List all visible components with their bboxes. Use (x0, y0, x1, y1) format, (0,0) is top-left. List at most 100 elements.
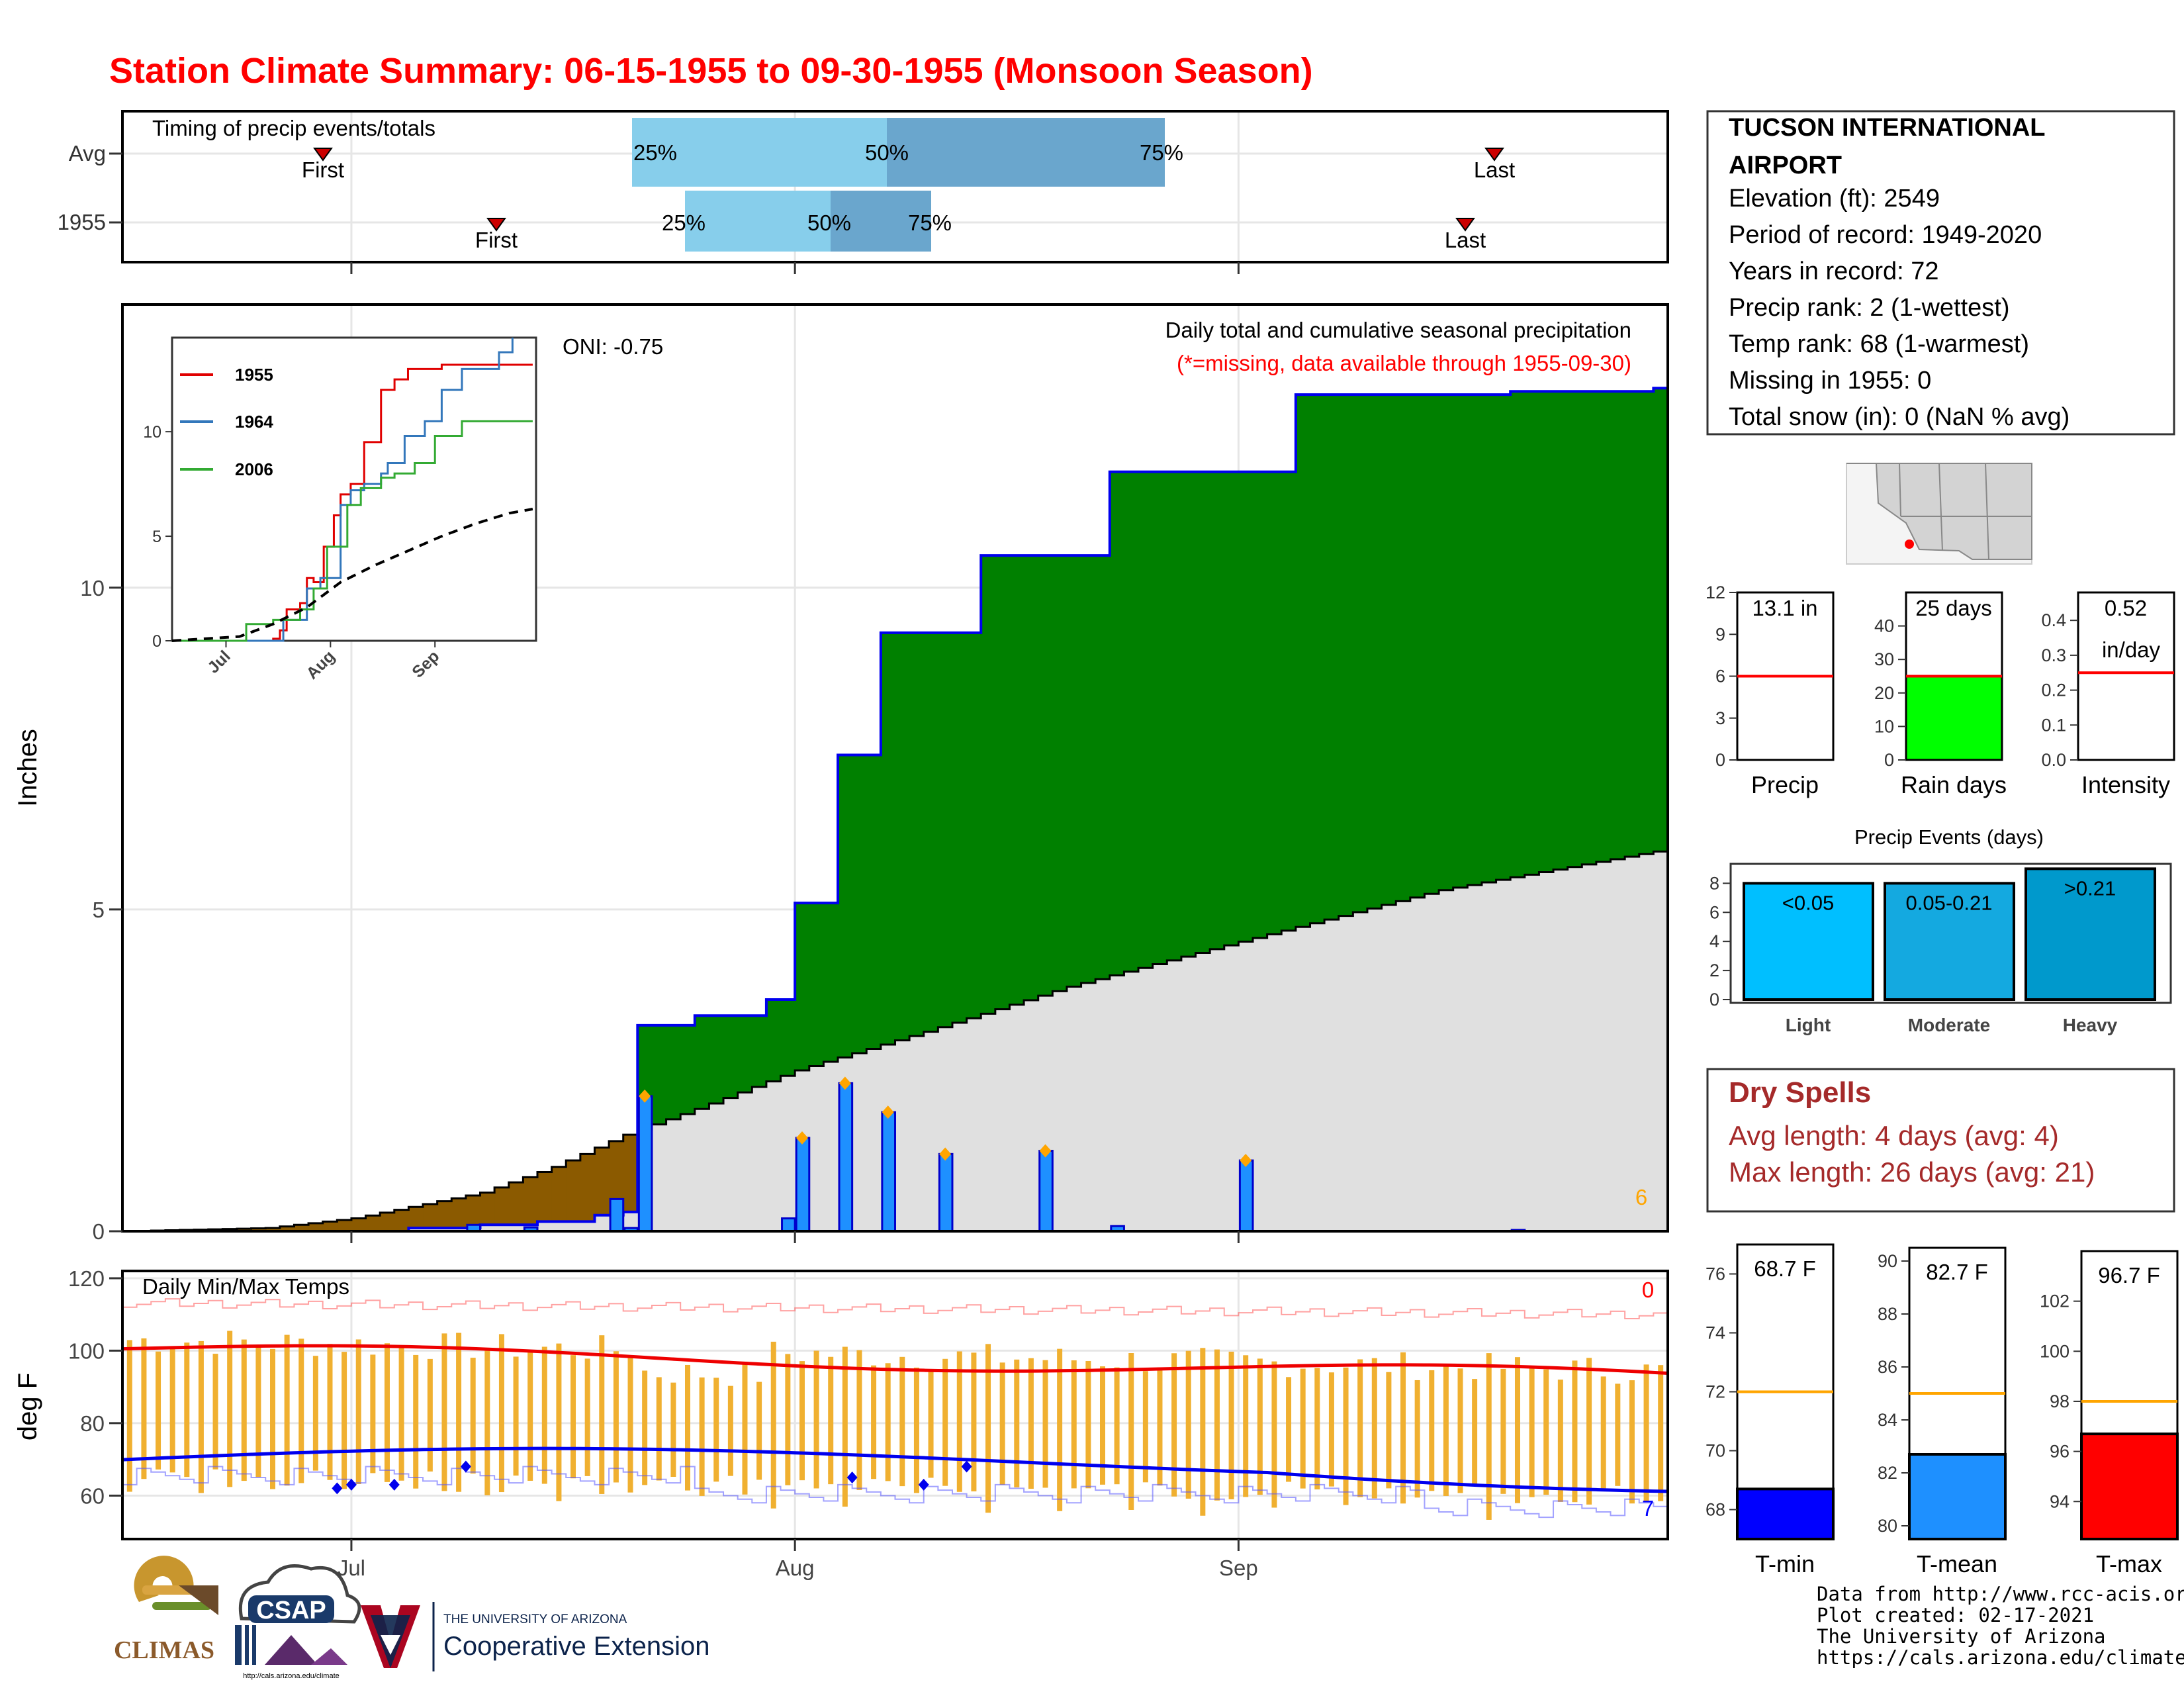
station-temp-rank: Temp rank: 68 (1-warmest) (1729, 330, 2029, 358)
temp-range-bar (1414, 1380, 1420, 1498)
footer-line2: Plot created: 02-17-2021 (1817, 1604, 2094, 1626)
surplus-step (709, 1015, 724, 1103)
inset-series-1955 (172, 363, 533, 642)
mini-ytick-label: 6 (1715, 667, 1725, 686)
temp-range-bar (1457, 1368, 1463, 1493)
record-low-marker (961, 1460, 972, 1473)
surplus-step (1124, 471, 1139, 972)
inset-legend-1964: 1964 (235, 412, 273, 432)
yr-last-marker (1455, 218, 1475, 232)
temp-range-bar (1314, 1368, 1320, 1489)
record-low-marker (332, 1482, 343, 1495)
yr-p50-label: 50% (807, 211, 851, 235)
temp-summary-ytick-label: 80 (1878, 1516, 1897, 1536)
temp-range-bar (456, 1333, 462, 1492)
avg-last-marker (1484, 148, 1504, 162)
precip-events-panel: Precip Events (days) <0.05 Light 0.05-0.21… (1709, 825, 2172, 1035)
inset-ytick-label: 5 (152, 528, 161, 546)
surplus-step (895, 632, 910, 1041)
timing-panel: Timing of precip events/totals Avg 1955 … (58, 110, 1669, 274)
mini-value-intensity: 0.52 (2105, 596, 2147, 620)
deficit-step (494, 1187, 510, 1225)
surplus-step (1324, 395, 1340, 920)
daily-precip-bar (781, 1217, 796, 1233)
normal-cumulative-line (122, 850, 1668, 1233)
temp-range-bar (985, 1344, 991, 1513)
surplus-step (1081, 555, 1096, 983)
temp-range-bar (1543, 1369, 1549, 1495)
surplus-step (1496, 395, 1511, 880)
surplus-step (1238, 471, 1253, 942)
temp-range-bar (427, 1358, 433, 1472)
surplus-step (1353, 395, 1368, 913)
surplus-step (694, 1015, 710, 1109)
temp-summary-label-tmax: T-max (2096, 1550, 2162, 1577)
surplus-step (923, 632, 938, 1032)
daily-precip-marker (939, 1147, 952, 1161)
surplus-step (1596, 391, 1612, 862)
temp-range-bar (642, 1370, 648, 1485)
temp-range-bar (670, 1382, 676, 1477)
surplus-step (838, 755, 853, 1058)
temp-summary-ytick-label: 72 (1706, 1382, 1725, 1402)
temp-range-bar (885, 1363, 891, 1481)
temp-range-bar (699, 1377, 705, 1496)
footer-line1: Data from http://www.rcc-acis.org/ (1817, 1583, 2184, 1605)
temp-range-bar (1629, 1380, 1635, 1504)
climas-text: CLIMAS (114, 1636, 214, 1664)
surplus-step (1267, 471, 1282, 935)
record-low-marker (345, 1478, 357, 1491)
mini-precip-panels: 13.1 in Precip 0 3 6 9 12 25 days Rain days 0 10 20… (1706, 583, 2175, 798)
temp-range-bar (184, 1342, 190, 1477)
inset-normal-line (171, 508, 533, 642)
temp-range-bar (1099, 1366, 1105, 1485)
surplus-step (1195, 471, 1210, 953)
deficit-step (465, 1195, 481, 1229)
daily-precip-bar (609, 1197, 625, 1233)
mini-ytick-label: 0 (1884, 750, 1894, 770)
mini-label-precip: Precip (1751, 771, 1819, 798)
mini-value2-intensity: in/day (2102, 637, 2161, 662)
event-ytick-label: 0 (1709, 990, 1719, 1009)
deficit-step (523, 1177, 538, 1225)
temp-range-bar (198, 1340, 204, 1493)
temp-range-bar (298, 1338, 304, 1483)
temp-range-bar (1014, 1359, 1020, 1487)
temp-summary-ytick-label: 84 (1878, 1410, 1897, 1430)
temp-range-bar (613, 1351, 619, 1483)
deficit-step (322, 1221, 338, 1231)
temp-summary-panels: 68.7 F T-min 68 70 72 74 76 82.7 F T-mean 80 82 84 8… (1706, 1243, 2179, 1577)
temp-range-bar (384, 1343, 390, 1482)
temp-summary-ytick-label: 70 (1706, 1441, 1725, 1461)
daily-precip-bar (838, 1082, 854, 1233)
temp-range-bar (828, 1356, 834, 1485)
location-map (1846, 463, 2032, 565)
temp-range-bar (1243, 1355, 1249, 1497)
temp-summary-ytick-label: 90 (1878, 1251, 1897, 1271)
temp-range-bar (556, 1343, 562, 1501)
csap-logo: CSAP http://cals.arizona.edu/climate (235, 1564, 361, 1680)
avg-first-label: First (302, 158, 344, 182)
temp-summary-bar-tmean (1908, 1453, 2007, 1540)
surplus-step (1338, 395, 1353, 916)
temp-summary-ytick-label: 94 (2050, 1491, 2070, 1511)
temp-range-bar (1371, 1358, 1377, 1499)
precip-ytick-label: 5 (93, 898, 105, 922)
surplus-step (1610, 391, 1625, 860)
inset-legend-1955: 1955 (235, 365, 273, 385)
temp-ytick-label: 100 (68, 1338, 105, 1363)
surplus-step (1152, 471, 1167, 964)
event-bar-moderate (1884, 882, 2015, 1001)
temp-range-bar (227, 1331, 233, 1487)
surplus-step (1396, 395, 1411, 902)
record-low-line (122, 1466, 1668, 1519)
station-name-line2: AIRPORT (1729, 152, 1842, 179)
temp-range-bar (255, 1344, 261, 1477)
avg-p25-label: 25% (633, 140, 677, 165)
temp-range-bar (1228, 1351, 1234, 1499)
temp-summary-ytick-label: 74 (1706, 1323, 1725, 1343)
yr-p75-label: 75% (908, 211, 952, 235)
record-low-marker (460, 1460, 471, 1473)
temp-summary-ytick-label: 98 (2050, 1391, 2070, 1411)
